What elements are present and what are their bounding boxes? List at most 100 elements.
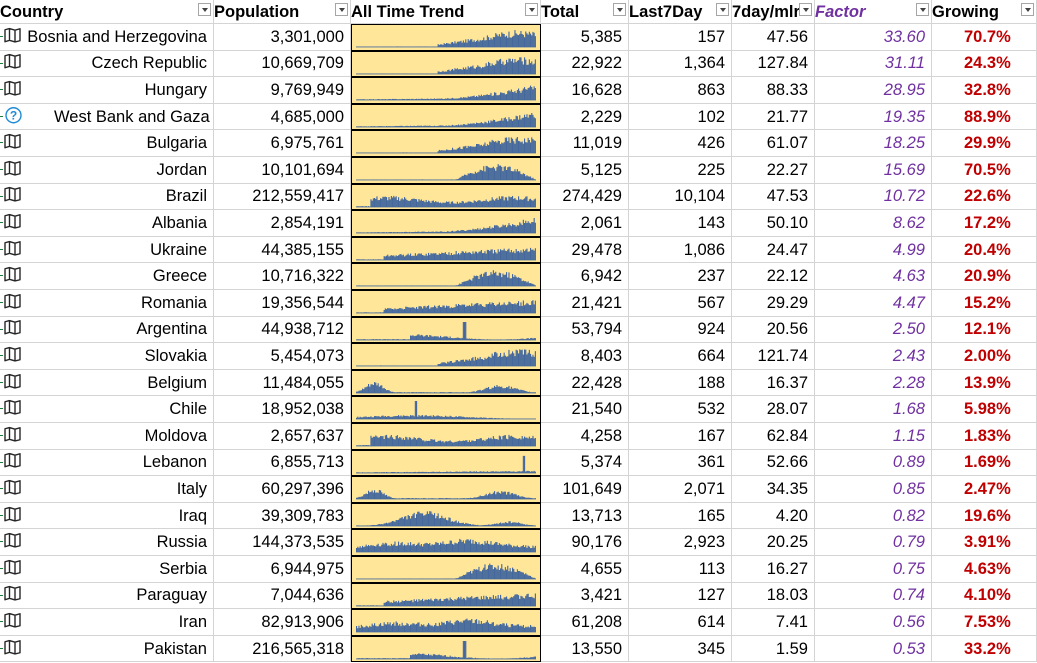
cell-last7[interactable]: 614 bbox=[629, 609, 732, 636]
cell-growing[interactable]: 7.53% bbox=[932, 609, 1037, 636]
cell-country[interactable]: Moldova bbox=[0, 423, 214, 450]
map-icon[interactable] bbox=[4, 426, 21, 446]
cell-total[interactable]: 274,429 bbox=[541, 183, 629, 211]
cell-per_mln[interactable]: 50.10 bbox=[732, 210, 815, 237]
cell-factor[interactable]: 0.89 bbox=[815, 449, 932, 477]
cell-total[interactable]: 29,478 bbox=[541, 236, 629, 264]
cell-growing[interactable]: 88.9% bbox=[932, 103, 1037, 131]
cell-growing[interactable]: 5.98% bbox=[932, 396, 1037, 423]
cell-population[interactable]: 2,854,191 bbox=[214, 210, 351, 237]
cell-trend-sparkline[interactable] bbox=[351, 609, 541, 636]
cell-population[interactable]: 11,484,055 bbox=[214, 369, 351, 397]
cell-population[interactable]: 144,373,535 bbox=[214, 529, 351, 556]
filter-dropdown-icon[interactable] bbox=[1021, 3, 1034, 16]
cell-growing[interactable]: 20.9% bbox=[932, 263, 1037, 290]
cell-country[interactable]: Iraq bbox=[0, 502, 214, 530]
cell-trend-sparkline[interactable] bbox=[351, 183, 541, 211]
cell-population[interactable]: 212,559,417 bbox=[214, 183, 351, 211]
cell-last7[interactable]: 426 bbox=[629, 130, 732, 157]
cell-trend-sparkline[interactable] bbox=[351, 449, 541, 477]
cell-trend-sparkline[interactable] bbox=[351, 556, 541, 583]
header-factor[interactable]: Factor bbox=[815, 0, 932, 24]
cell-per_mln[interactable]: 47.53 bbox=[732, 183, 815, 211]
cell-factor[interactable]: 0.56 bbox=[815, 609, 932, 636]
cell-country[interactable]: Argentina bbox=[0, 316, 214, 344]
cell-trend-sparkline[interactable] bbox=[351, 24, 541, 51]
cell-growing[interactable]: 2.00% bbox=[932, 343, 1037, 370]
cell-per_mln[interactable]: 22.27 bbox=[732, 157, 815, 184]
cell-country[interactable]: Pakistan bbox=[0, 635, 214, 663]
cell-total[interactable]: 6,942 bbox=[541, 263, 629, 290]
cell-population[interactable]: 19,356,544 bbox=[214, 290, 351, 317]
cell-growing[interactable]: 22.6% bbox=[932, 183, 1037, 211]
cell-total[interactable]: 16,628 bbox=[541, 77, 629, 104]
cell-trend-sparkline[interactable] bbox=[351, 343, 541, 370]
cell-population[interactable]: 44,385,155 bbox=[214, 236, 351, 264]
header-growing[interactable]: Growing bbox=[932, 0, 1037, 24]
cell-per_mln[interactable]: 20.56 bbox=[732, 316, 815, 344]
cell-factor[interactable]: 4.63 bbox=[815, 263, 932, 290]
cell-country[interactable]: Russia bbox=[0, 529, 214, 556]
cell-growing[interactable]: 15.2% bbox=[932, 290, 1037, 317]
cell-factor[interactable]: 2.43 bbox=[815, 343, 932, 370]
cell-last7[interactable]: 345 bbox=[629, 635, 732, 663]
cell-trend-sparkline[interactable] bbox=[351, 290, 541, 317]
cell-last7[interactable]: 237 bbox=[629, 263, 732, 290]
cell-trend-sparkline[interactable] bbox=[351, 130, 541, 157]
cell-factor[interactable]: 0.85 bbox=[815, 476, 932, 503]
map-icon[interactable] bbox=[4, 639, 21, 658]
cell-last7[interactable]: 924 bbox=[629, 316, 732, 344]
cell-last7[interactable]: 157 bbox=[629, 24, 732, 51]
map-icon[interactable] bbox=[4, 612, 21, 632]
map-icon[interactable] bbox=[4, 213, 21, 233]
cell-country[interactable]: Albania bbox=[0, 210, 214, 237]
cell-trend-sparkline[interactable] bbox=[351, 582, 541, 610]
header-last7[interactable]: Last7Day bbox=[629, 0, 732, 24]
cell-population[interactable]: 39,309,783 bbox=[214, 502, 351, 530]
cell-trend-sparkline[interactable] bbox=[351, 157, 541, 184]
cell-total[interactable]: 2,061 bbox=[541, 210, 629, 237]
cell-population[interactable]: 82,913,906 bbox=[214, 609, 351, 636]
cell-last7[interactable]: 863 bbox=[629, 77, 732, 104]
cell-per_mln[interactable]: 61.07 bbox=[732, 130, 815, 157]
cell-factor[interactable]: 10.72 bbox=[815, 183, 932, 211]
cell-growing[interactable]: 1.69% bbox=[932, 449, 1037, 477]
filter-dropdown-icon[interactable] bbox=[916, 3, 929, 16]
cell-factor[interactable]: 0.79 bbox=[815, 529, 932, 556]
cell-growing[interactable]: 12.1% bbox=[932, 316, 1037, 344]
cell-country[interactable]: Jordan bbox=[0, 157, 214, 184]
cell-country[interactable]: Belgium bbox=[0, 369, 214, 397]
cell-last7[interactable]: 1,364 bbox=[629, 50, 732, 78]
cell-trend-sparkline[interactable] bbox=[351, 77, 541, 104]
cell-population[interactable]: 18,952,038 bbox=[214, 396, 351, 423]
cell-total[interactable]: 5,125 bbox=[541, 157, 629, 184]
cell-country[interactable]: Ukraine bbox=[0, 236, 214, 264]
cell-factor[interactable]: 2.28 bbox=[815, 369, 932, 397]
cell-total[interactable]: 4,258 bbox=[541, 423, 629, 450]
cell-population[interactable]: 3,301,000 bbox=[214, 24, 351, 51]
cell-factor[interactable]: 0.82 bbox=[815, 502, 932, 530]
cell-factor[interactable]: 33.60 bbox=[815, 24, 932, 51]
cell-per_mln[interactable]: 16.27 bbox=[732, 556, 815, 583]
map-icon[interactable] bbox=[4, 586, 21, 605]
cell-total[interactable]: 22,922 bbox=[541, 50, 629, 78]
cell-population[interactable]: 44,938,712 bbox=[214, 316, 351, 344]
cell-factor[interactable]: 18.25 bbox=[815, 130, 932, 157]
cell-population[interactable]: 4,685,000 bbox=[214, 103, 351, 131]
header-trend[interactable]: All Time Trend bbox=[351, 0, 541, 24]
cell-factor[interactable]: 8.62 bbox=[815, 210, 932, 237]
cell-growing[interactable]: 3.91% bbox=[932, 529, 1037, 556]
cell-country[interactable]: Iran bbox=[0, 609, 214, 636]
cell-last7[interactable]: 10,104 bbox=[629, 183, 732, 211]
cell-population[interactable]: 6,975,761 bbox=[214, 130, 351, 157]
cell-country[interactable]: Italy bbox=[0, 476, 214, 503]
cell-trend-sparkline[interactable] bbox=[351, 369, 541, 397]
cell-total[interactable]: 90,176 bbox=[541, 529, 629, 556]
cell-country[interactable]: Lebanon bbox=[0, 449, 214, 477]
cell-last7[interactable]: 102 bbox=[629, 103, 732, 131]
cell-population[interactable]: 10,716,322 bbox=[214, 263, 351, 290]
cell-country[interactable]: Hungary bbox=[0, 77, 214, 104]
cell-last7[interactable]: 165 bbox=[629, 502, 732, 530]
cell-factor[interactable]: 2.50 bbox=[815, 316, 932, 344]
cell-population[interactable]: 216,565,318 bbox=[214, 635, 351, 663]
